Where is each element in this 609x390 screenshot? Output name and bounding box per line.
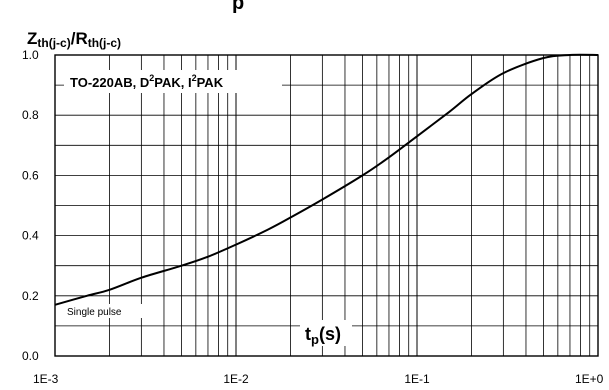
plot-frame — [54, 54, 599, 357]
y-tick-label: 0.2 — [22, 289, 39, 303]
x-tick-labels: 1E-3 1E-2 1E-1 1E+0 — [33, 372, 604, 386]
x-axis-label: tp(s) — [305, 324, 341, 347]
x-tick-label: 1E-1 — [404, 372, 430, 386]
x-axis-label-bg — [300, 320, 352, 346]
single-pulse-label: Single pulse — [67, 307, 122, 318]
y-axis-label: Zth(j-c)/Rth(j-c) — [27, 29, 121, 50]
x-tick-label: 1E-2 — [223, 372, 249, 386]
x-tick-label: 1E-3 — [33, 372, 59, 386]
y-tick-label: 0.4 — [22, 229, 39, 243]
package-badge — [64, 70, 282, 93]
y-tick-label: 0.0 — [22, 349, 39, 363]
single-pulse-bg — [64, 304, 144, 318]
grid-lines — [55, 55, 598, 356]
x-tick-label: 1E+0 — [575, 372, 604, 386]
page-header-fragment: p — [232, 0, 245, 14]
y-tick-label: 0.8 — [22, 108, 39, 122]
series-line-zth-single-pulse — [54, 53, 599, 306]
y-tick-label: 1.0 — [22, 48, 39, 62]
package-label: TO-220AB, D2PAK, I2PAK — [70, 73, 224, 90]
y-tick-labels: 0.0 0.2 0.4 0.6 0.8 1.0 — [22, 48, 39, 363]
y-tick-label: 0.6 — [22, 168, 39, 182]
